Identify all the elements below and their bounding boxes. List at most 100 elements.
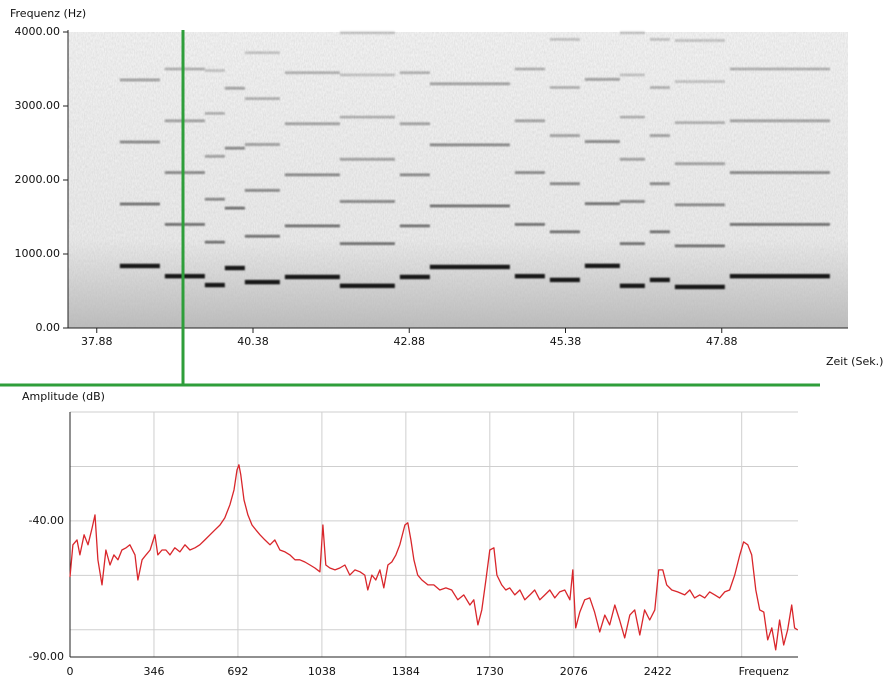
harmonic bbox=[729, 67, 830, 71]
x-axis-title: Zeit (Sek.) bbox=[826, 355, 883, 368]
harmonic bbox=[224, 206, 245, 210]
harmonic bbox=[514, 171, 545, 174]
harmonic bbox=[284, 224, 340, 228]
harmonic bbox=[619, 200, 645, 203]
harmonic bbox=[339, 115, 395, 119]
y-axis-title: Frequenz (Hz) bbox=[10, 7, 86, 20]
y-tick-label: -40.00 bbox=[29, 514, 64, 527]
harmonic bbox=[549, 86, 580, 89]
x-tick-label: 346 bbox=[143, 665, 164, 678]
fundamental bbox=[649, 277, 670, 283]
x-tick-label: 40.38 bbox=[237, 335, 269, 348]
harmonic bbox=[119, 202, 160, 206]
harmonic bbox=[244, 97, 280, 100]
fundamental bbox=[339, 283, 395, 289]
harmonic bbox=[244, 188, 280, 192]
harmonic bbox=[339, 73, 395, 77]
harmonic bbox=[164, 67, 205, 71]
harmonic bbox=[204, 197, 225, 201]
fundamental bbox=[284, 274, 340, 280]
x-tick-label: 692 bbox=[227, 665, 248, 678]
fundamental bbox=[674, 284, 725, 290]
harmonic bbox=[619, 157, 645, 161]
harmonic bbox=[399, 71, 430, 75]
y-tick-label: 4000.00 bbox=[15, 25, 61, 38]
x-tick-label: 45.38 bbox=[550, 335, 582, 348]
harmonic bbox=[164, 223, 205, 226]
harmonic bbox=[119, 78, 160, 82]
harmonic bbox=[674, 121, 725, 125]
y-tick-label: -90.00 bbox=[29, 650, 64, 663]
x-tick-label: 1384 bbox=[392, 665, 420, 678]
fundamental bbox=[584, 263, 620, 269]
harmonic bbox=[514, 67, 545, 71]
harmonic bbox=[674, 244, 725, 248]
x-tick-label: 2076 bbox=[560, 665, 588, 678]
harmonic bbox=[619, 73, 645, 77]
harmonic bbox=[549, 230, 580, 234]
fundamental bbox=[224, 265, 245, 271]
harmonic bbox=[619, 115, 645, 119]
harmonic bbox=[674, 203, 725, 207]
harmonic bbox=[584, 77, 620, 81]
harmonic bbox=[429, 82, 510, 86]
fundamental bbox=[619, 283, 645, 289]
harmonic bbox=[164, 119, 205, 123]
fundamental bbox=[204, 282, 225, 288]
harmonic bbox=[339, 200, 395, 203]
harmonic bbox=[204, 112, 225, 115]
x-tick-label: 47.88 bbox=[706, 335, 738, 348]
harmonic bbox=[224, 86, 245, 90]
harmonic bbox=[339, 31, 395, 35]
harmonic bbox=[584, 202, 620, 206]
harmonic bbox=[514, 119, 545, 123]
harmonic bbox=[649, 38, 670, 41]
fundamental bbox=[429, 264, 510, 270]
harmonic bbox=[649, 86, 670, 89]
fundamental bbox=[514, 274, 545, 279]
y-tick-label: 1000.00 bbox=[15, 247, 61, 260]
harmonic bbox=[674, 80, 725, 83]
harmonic bbox=[549, 38, 580, 41]
harmonic bbox=[619, 242, 645, 246]
harmonic bbox=[284, 71, 340, 75]
harmonic bbox=[729, 171, 830, 174]
harmonic bbox=[674, 39, 725, 42]
harmonic bbox=[244, 51, 280, 55]
harmonic bbox=[204, 69, 225, 72]
harmonic bbox=[224, 146, 245, 150]
harmonic bbox=[339, 157, 395, 161]
harmonic bbox=[514, 223, 545, 226]
spectrogram-noise bbox=[68, 32, 848, 328]
x-tick-label: 2422 bbox=[644, 665, 672, 678]
harmonic bbox=[284, 122, 340, 126]
harmonic bbox=[729, 223, 830, 226]
x-tick-label: 0 bbox=[67, 665, 74, 678]
y-tick-label: 2000.00 bbox=[15, 173, 61, 186]
fundamental bbox=[244, 279, 280, 285]
harmonic bbox=[164, 171, 205, 174]
harmonic bbox=[649, 134, 670, 137]
harmonic bbox=[429, 143, 510, 147]
harmonic bbox=[119, 140, 160, 144]
harmonic bbox=[549, 182, 580, 186]
x-tick-label: Frequenz bbox=[739, 665, 789, 678]
spectrum-line bbox=[69, 464, 799, 651]
harmonic bbox=[204, 240, 225, 244]
harmonic bbox=[649, 182, 670, 186]
harmonic bbox=[729, 119, 830, 123]
harmonic bbox=[549, 134, 580, 137]
harmonic bbox=[429, 204, 510, 208]
x-tick-label: 1730 bbox=[476, 665, 504, 678]
harmonic bbox=[619, 31, 645, 35]
harmonic bbox=[584, 140, 620, 143]
fundamental bbox=[549, 277, 580, 283]
fundamental bbox=[119, 263, 160, 269]
harmonic bbox=[649, 230, 670, 234]
x-tick-label: 37.88 bbox=[81, 335, 113, 348]
harmonic bbox=[674, 162, 725, 166]
y-tick-label: 0.00 bbox=[36, 321, 61, 334]
harmonic bbox=[244, 234, 280, 238]
